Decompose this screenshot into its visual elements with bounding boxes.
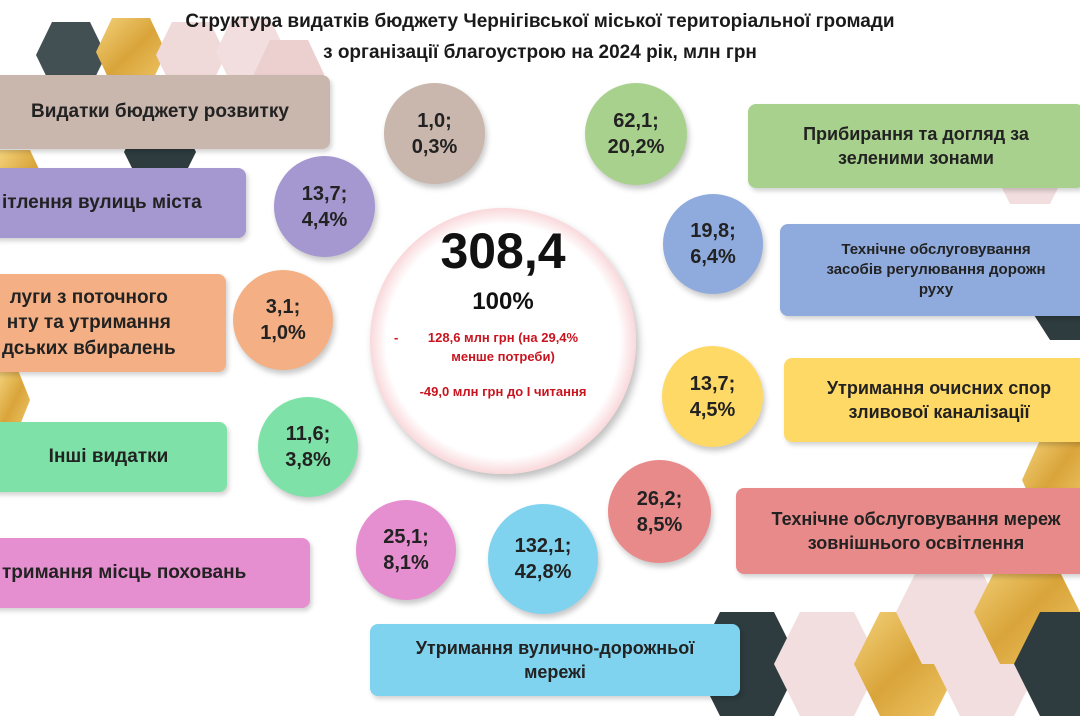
hexagon-shape [0, 370, 30, 430]
label-public-toilets: луги з поточного нту та утримання дських… [0, 274, 226, 372]
label-street-lighting: ітлення вулиць міста [0, 168, 246, 238]
value-bubble-development-budget: 1,0; 0,3% [384, 83, 485, 184]
hexagon-shape [1014, 612, 1080, 716]
label-outdoor-lighting: Технічне обслуговування мереж зовнішньог… [736, 488, 1080, 574]
hexagon-shape [156, 22, 226, 88]
value-bubble-green-zones: 62,1; 20,2% [585, 83, 687, 185]
value-bubble-outdoor-lighting: 26,2; 8,5% [608, 460, 711, 563]
total-percent: 100% [472, 288, 534, 315]
value-bubble-cemeteries: 25,1; 8,1% [356, 500, 456, 600]
value-bubble-other-expenses: 11,6; 3,8% [258, 397, 358, 497]
hexagon-shape [96, 18, 166, 86]
note-shortfall-text: 128,6 млн грн (на 29,4% менше потреби) [427, 330, 579, 364]
total-value: 308,4 [440, 223, 566, 279]
value-bubble-street-lighting: 13,7; 4,4% [274, 156, 375, 257]
title-line-1: Структура видатків бюджету Чернігівської… [185, 11, 895, 32]
chart-title: Структура видатків бюджету Чернігівської… [0, 6, 1080, 68]
hexagon-shape [774, 612, 880, 716]
label-development-budget: Видатки бюджету розвитку [0, 75, 330, 149]
label-road-network: Утримання вулично-дорожньої мережі [370, 624, 740, 696]
hexagon-shape [36, 22, 106, 88]
total-circle: 308,4 100% - 128,6 млн грн (на 29,4% мен… [370, 208, 636, 474]
total-note-shortfall: - 128,6 млн грн (на 29,4% менше потреби) [388, 329, 618, 367]
hexagon-shape [896, 560, 1002, 664]
value-bubble-road-network: 132,1; 42,8% [488, 504, 598, 614]
total-note-first-reading: -49,0 млн грн до І читання [419, 384, 587, 399]
label-storm-drainage: Утримання очисних спор зливової каналіза… [784, 358, 1080, 442]
value-bubble-public-toilets: 3,1; 1,0% [233, 270, 333, 370]
label-green-zones: Прибирання та догляд за зеленими зонами [748, 104, 1080, 188]
note-dash: - [394, 330, 399, 345]
title-line-2: з організації благоустрою на 2024 рік, м… [323, 42, 757, 63]
value-bubble-storm-drainage: 13,7; 4,5% [662, 346, 763, 447]
value-bubble-traffic-control: 19,8; 6,4% [663, 194, 763, 294]
label-other-expenses: Інші видатки [0, 422, 227, 492]
label-traffic-control: Технічне обслуговування засобів регулюва… [780, 224, 1080, 316]
label-cemeteries: тримання місць поховань [0, 538, 310, 608]
